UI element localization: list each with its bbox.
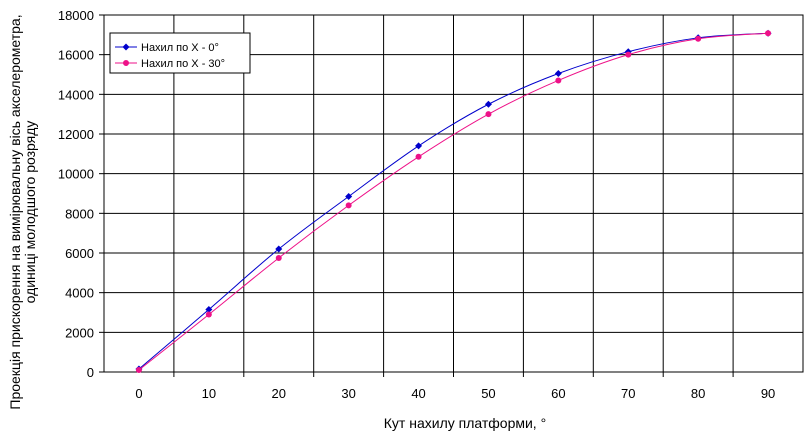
data-point: [695, 35, 702, 42]
legend-label: Нахил по X - 0°: [141, 42, 219, 54]
legend-swatch-marker: [123, 60, 129, 66]
data-point: [415, 142, 423, 150]
y-tick-label: 2000: [65, 325, 94, 340]
data-point: [205, 306, 213, 314]
y-axis-title-line2: одиниці молодшого розряду: [22, 121, 38, 304]
series-line: [138, 32, 769, 371]
data-point: [275, 254, 282, 261]
data-point: [555, 77, 562, 84]
legend-box: [109, 32, 251, 74]
y-tick-label: 14000: [58, 87, 94, 102]
x-tick-label: 20: [272, 386, 286, 401]
y-axis-title: Проекція прискорення на вимірювальну віс…: [7, 14, 38, 409]
x-tick-label: 50: [481, 386, 495, 401]
x-tick-label: 90: [761, 386, 775, 401]
legend: Нахил по X - 0° Нахил по X - 30°: [109, 32, 251, 74]
data-point: [554, 70, 562, 78]
y-tick-label: 12000: [58, 127, 94, 142]
x-tick-label: 30: [341, 386, 355, 401]
y-tick-label: 6000: [65, 246, 94, 261]
x-tick-label: 60: [551, 386, 565, 401]
legend-entries: Нахил по X - 0° Нахил по X - 30°: [115, 42, 225, 70]
y-tick-labels: 0 2000 4000 6000 8000 10000 12000 14000 16000 180…: [58, 8, 94, 380]
data-point: [275, 245, 283, 253]
x-axis-title: Кут нахилу платформи, °: [384, 415, 546, 431]
legend-entry: Нахил по X - 0°: [115, 42, 219, 54]
legend-label: Нахил по X - 30°: [141, 58, 225, 70]
data-point: [205, 311, 212, 318]
data-point: [765, 30, 772, 37]
x-tick-label: 70: [621, 386, 635, 401]
y-tick-label: 10000: [58, 167, 94, 182]
y-tick-label: 18000: [58, 8, 94, 23]
legend-swatch-marker: [122, 43, 130, 51]
data-point: [345, 192, 353, 200]
grid: [99, 14, 803, 377]
data-point: [415, 153, 422, 160]
x-tick-label: 0: [135, 386, 142, 401]
data-point: [345, 202, 352, 209]
y-tick-label: 8000: [65, 206, 94, 221]
x-tick-label: 10: [202, 386, 216, 401]
x-tick-labels: 0 10 20 30 40 50 60 70 80 90: [135, 386, 775, 401]
data-point: [135, 367, 142, 374]
series-layer: [135, 29, 772, 374]
legend-entry: Нахил по X - 30°: [115, 58, 225, 70]
y-tick-label: 0: [87, 365, 94, 380]
y-tick-label: 4000: [65, 286, 94, 301]
data-point: [484, 100, 492, 108]
x-tick-label: 80: [691, 386, 705, 401]
y-axis-title-line1: Проекція прискорення на вимірювальну віс…: [7, 14, 23, 409]
plot-area-frame: [103, 14, 804, 373]
series-2: [135, 30, 772, 374]
y-tick-label: 16000: [58, 48, 94, 63]
data-point: [485, 111, 492, 118]
data-point: [625, 51, 632, 58]
x-tick-label: 40: [411, 386, 425, 401]
series-line: [138, 32, 769, 370]
